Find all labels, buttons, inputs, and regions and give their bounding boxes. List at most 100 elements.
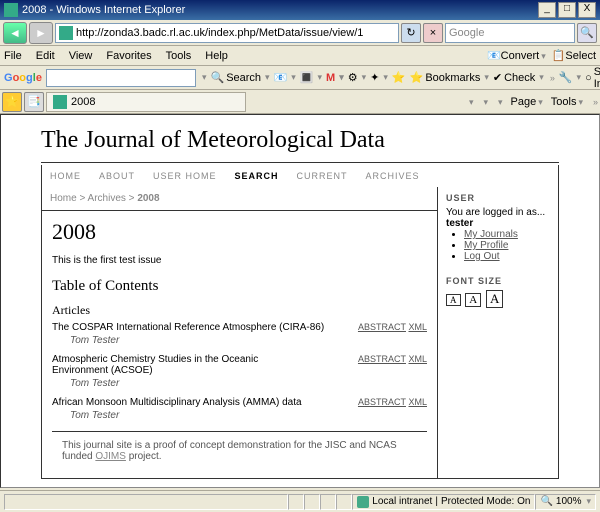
address-toolbar: ◄ ► http://zonda3.badc.rl.ac.uk/index.ph… — [0, 20, 600, 46]
nav-current[interactable]: CURRENT — [297, 171, 348, 181]
refresh-button[interactable]: ↻ — [401, 23, 421, 43]
nav-about[interactable]: ABOUT — [99, 171, 135, 181]
bookmarks-button[interactable]: ⭐Bookmarks▾ — [410, 71, 489, 84]
mail-icon[interactable]: ▾ — [496, 96, 503, 108]
google-toolbar-item[interactable]: 🔳▾ — [300, 71, 322, 84]
status-cell — [288, 494, 304, 510]
google-toolbar-item[interactable]: ⭐ — [392, 71, 406, 84]
forward-button[interactable]: ► — [29, 22, 53, 44]
article-author: Tom Tester — [52, 378, 427, 389]
article-item: African Monsoon Multidisciplinary Analys… — [52, 397, 427, 421]
nav-home[interactable]: HOME — [50, 171, 81, 181]
favorites-button[interactable]: ⭐ — [2, 92, 22, 112]
menu-help[interactable]: Help — [205, 50, 228, 62]
journal-nav: HOME ABOUT USER HOME SEARCH CURRENT ARCH… — [41, 165, 559, 187]
address-bar[interactable]: http://zonda3.badc.rl.ac.uk/index.php/Me… — [55, 23, 399, 43]
breadcrumb: Home > Archives > 2008 — [42, 187, 437, 211]
breadcrumb-home[interactable]: Home — [50, 193, 77, 204]
signin-button[interactable]: ○ Sign In▾ — [585, 66, 600, 90]
fontsize-large[interactable]: A — [486, 290, 503, 308]
fontsize-medium[interactable]: A — [465, 293, 481, 307]
abstract-link[interactable]: ABSTRACT — [358, 354, 406, 364]
url-text: http://zonda3.badc.rl.ac.uk/index.php/Me… — [76, 27, 363, 39]
menu-tools[interactable]: Tools — [166, 50, 192, 62]
journal-title: The Journal of Meteorological Data — [41, 127, 559, 154]
nav-archives[interactable]: ARCHIVES — [366, 171, 420, 181]
status-cell — [304, 494, 320, 510]
toc-heading: Table of Contents — [52, 278, 427, 295]
zoom-level[interactable]: 🔍 100% ▾ — [535, 494, 596, 510]
google-search-input[interactable] — [46, 69, 196, 87]
menu-file[interactable]: File — [4, 50, 22, 62]
nav-userhome[interactable]: USER HOME — [153, 171, 217, 181]
google-toolbar-item[interactable]: 📧▾ — [274, 71, 296, 84]
window-titlebar: 2008 - Windows Internet Explorer _ □ X — [0, 0, 600, 20]
article-author: Tom Tester — [52, 410, 427, 421]
back-button[interactable]: ◄ — [3, 22, 27, 44]
menu-bar: File Edit View Favorites Tools Help 📧Con… — [0, 46, 600, 66]
xml-link[interactable]: XML — [408, 322, 427, 332]
minimize-button[interactable]: _ — [538, 2, 556, 18]
menu-edit[interactable]: Edit — [36, 50, 55, 62]
fontsize-heading: FONT SIZE — [446, 276, 550, 286]
breadcrumb-archives[interactable]: Archives — [88, 193, 126, 204]
browser-tab[interactable]: 2008 — [46, 92, 246, 112]
search-box[interactable]: Google — [445, 23, 575, 43]
select-button[interactable]: 📋Select — [552, 49, 596, 62]
convert-button[interactable]: 📧Convert▾ — [487, 49, 546, 62]
security-zone[interactable]: Local intranet | Protected Mode: On — [352, 494, 535, 510]
google-toolbar-item[interactable]: ✦▾ — [370, 71, 388, 84]
abstract-link[interactable]: ABSTRACT — [358, 397, 406, 407]
journal-footer: This journal site is a proof of concept … — [52, 431, 427, 470]
tab-icon — [53, 95, 67, 109]
menu-view[interactable]: View — [69, 50, 93, 62]
my-profile-link[interactable]: My Profile — [464, 240, 508, 251]
user-heading: USER — [446, 193, 550, 203]
article-item: Atmospheric Chemistry Studies in the Oce… — [52, 354, 427, 389]
abstract-link[interactable]: ABSTRACT — [358, 322, 406, 332]
sidebar: USER You are logged in as... tester My J… — [438, 187, 558, 478]
menu-favorites[interactable]: Favorites — [106, 50, 151, 62]
fontsize-small[interactable]: A — [446, 294, 461, 306]
status-text — [4, 494, 288, 510]
page-icon — [59, 26, 73, 40]
logout-link[interactable]: Log Out — [464, 251, 500, 262]
ojims-link[interactable]: OJIMS — [95, 451, 126, 462]
maximize-button[interactable]: □ — [558, 2, 576, 18]
settings-icon[interactable]: 🔧▾ — [559, 71, 581, 84]
browser-viewport: The Journal of Meteorological Data HOME … — [0, 114, 600, 488]
issue-description: This is the first test issue — [52, 255, 427, 266]
home-icon[interactable]: ▾ — [467, 96, 474, 108]
close-button[interactable]: X — [578, 2, 596, 18]
section-heading: Articles — [52, 303, 427, 318]
issue-year: 2008 — [52, 219, 427, 245]
tools-menu[interactable]: Tools▾ — [551, 96, 583, 108]
main-column: Home > Archives > 2008 2008 This is the … — [42, 187, 438, 478]
article-title[interactable]: Atmospheric Chemistry Studies in the Oce… — [52, 354, 312, 376]
xml-link[interactable]: XML — [408, 354, 427, 364]
article-title[interactable]: The COSPAR International Reference Atmos… — [52, 322, 324, 333]
article-item: The COSPAR International Reference Atmos… — [52, 322, 427, 346]
stop-button[interactable]: × — [423, 23, 443, 43]
search-button[interactable]: 🔍 — [577, 23, 597, 43]
google-search-button[interactable]: 🔍Search▾ — [210, 71, 269, 84]
feed-icon[interactable]: ▾ — [481, 96, 488, 108]
feeds-button[interactable]: 📑 — [24, 92, 44, 112]
zone-icon — [357, 496, 369, 508]
page-menu[interactable]: Page▾ — [511, 96, 543, 108]
zoom-icon: 🔍 — [540, 496, 552, 507]
article-title[interactable]: African Monsoon Multidisciplinary Analys… — [52, 397, 302, 408]
search-provider: Google — [449, 27, 484, 39]
breadcrumb-current: 2008 — [137, 193, 159, 204]
username: tester — [446, 218, 473, 229]
nav-search[interactable]: SEARCH — [235, 171, 279, 181]
status-cell — [336, 494, 352, 510]
gmail-icon[interactable]: M▾ — [326, 72, 344, 84]
google-toolbar: Google ▾ 🔍Search▾ 📧▾ 🔳▾ M▾ ⚙▾ ✦▾ ⭐ ⭐Book… — [0, 66, 600, 90]
xml-link[interactable]: XML — [408, 397, 427, 407]
google-toolbar-item[interactable]: ⚙▾ — [348, 71, 366, 84]
my-journals-link[interactable]: My Journals — [464, 229, 518, 240]
tab-title: 2008 — [71, 96, 95, 108]
logged-in-text: You are logged in as... — [446, 207, 550, 218]
check-button[interactable]: ✔Check▾ — [493, 71, 544, 84]
